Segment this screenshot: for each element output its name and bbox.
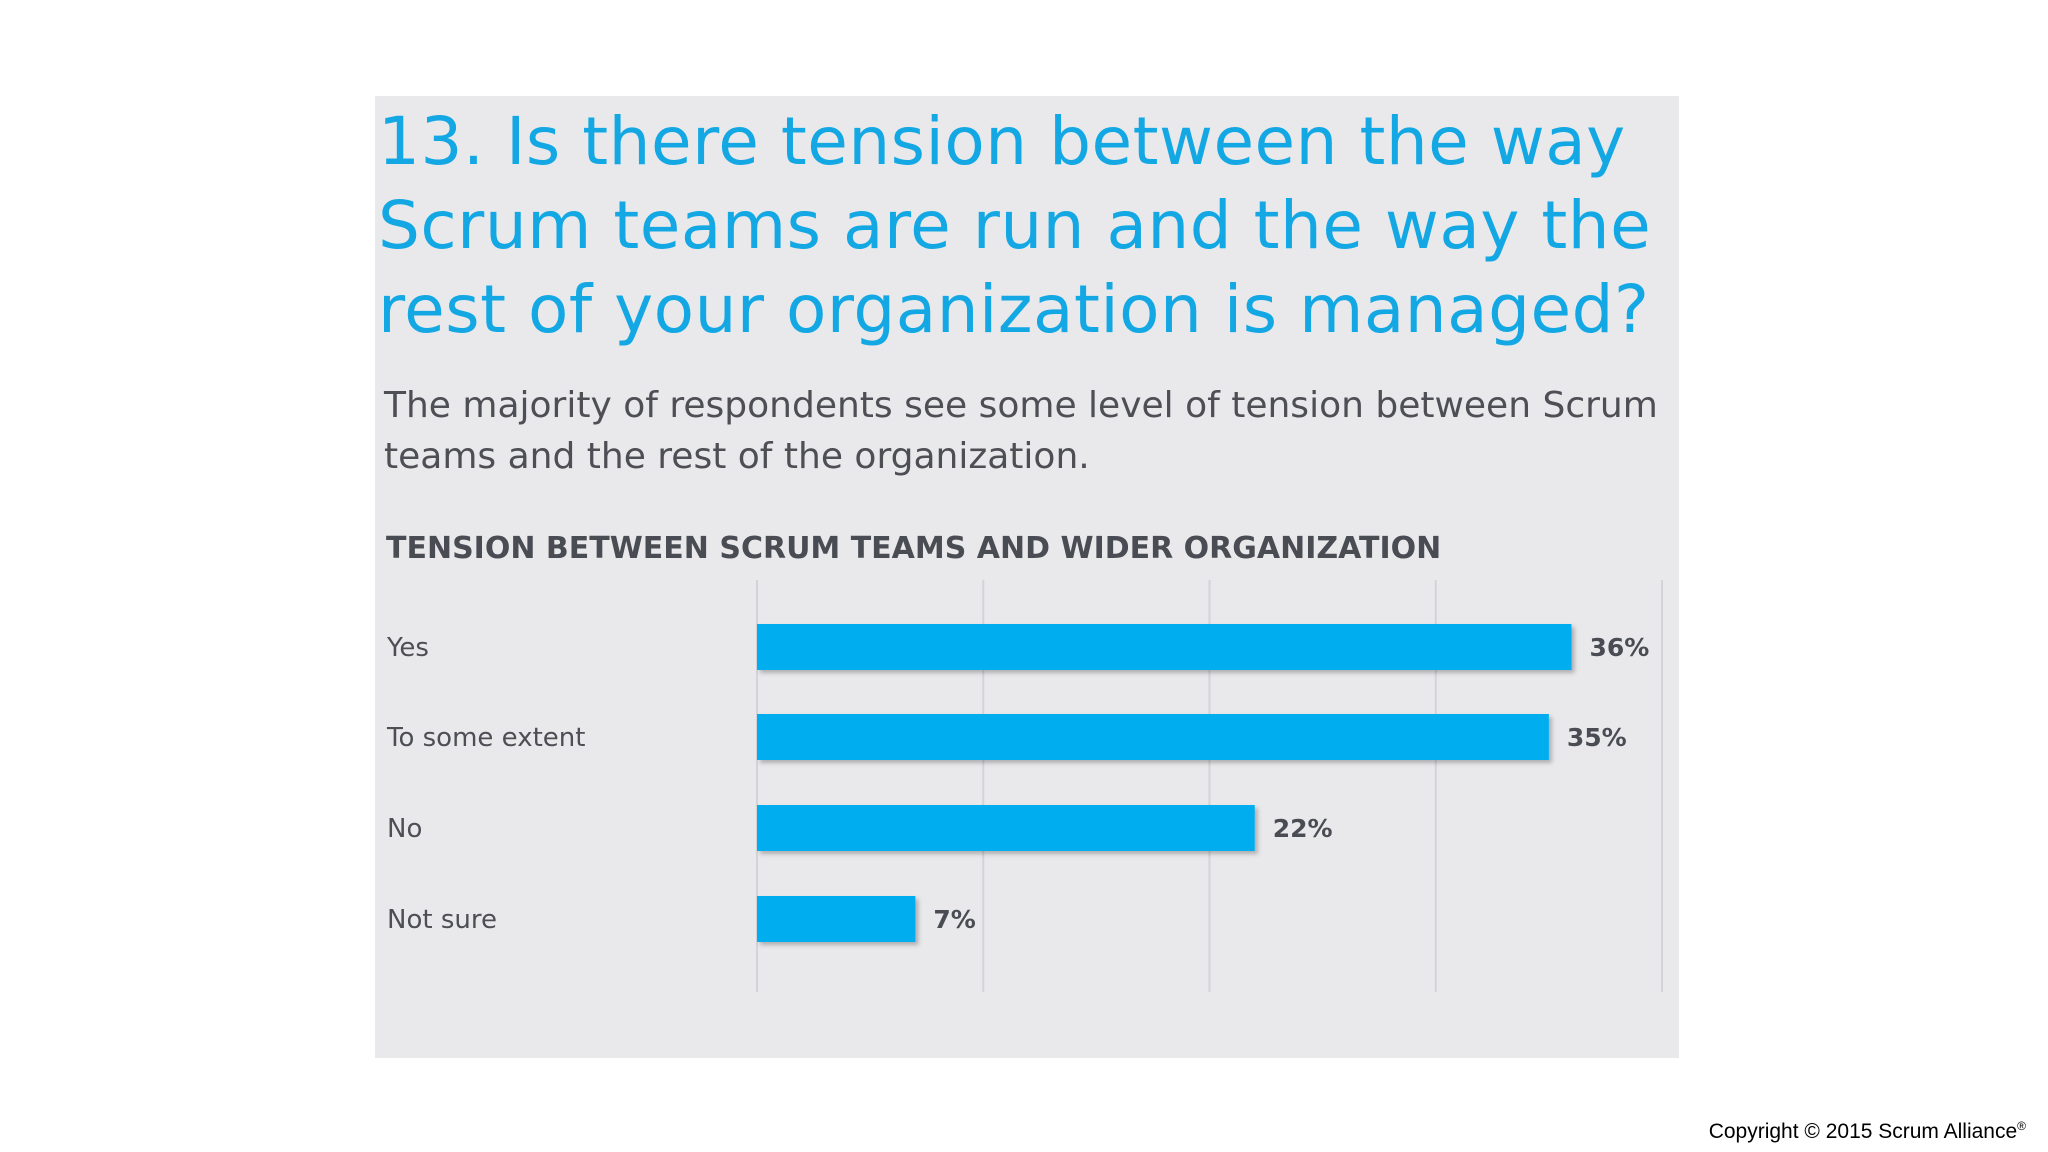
copyright-notice: Copyright © 2015 Scrum Alliance®: [1709, 1119, 2026, 1144]
question-title: 13. Is there tension between the way Scr…: [378, 103, 1652, 348]
registered-mark: ®: [2017, 1119, 2026, 1133]
bar-chart: Yes 36% To some extent 35% No 22% Not sure 7%: [386, 580, 1663, 992]
copyright-text: Copyright © 2015 Scrum Alliance: [1708, 1120, 2018, 1143]
bar: [757, 896, 916, 942]
bar: [757, 624, 1572, 670]
bar: [757, 805, 1255, 851]
bar: [757, 714, 1549, 760]
value-label: 7%: [933, 905, 975, 934]
value-label: 35%: [1567, 723, 1627, 752]
chart-panel: [375, 96, 1679, 1058]
category-label: To some extent: [386, 723, 585, 753]
chart-title: TENSION BETWEEN SCRUM TEAMS AND WIDER OR…: [386, 531, 1442, 566]
category-label: Yes: [386, 633, 429, 663]
category-label: No: [387, 814, 422, 844]
value-label: 36%: [1590, 633, 1650, 662]
category-label: Not sure: [387, 905, 497, 935]
value-label: 22%: [1273, 814, 1333, 843]
subtitle: The majority of respondents see some lev…: [384, 385, 1658, 477]
